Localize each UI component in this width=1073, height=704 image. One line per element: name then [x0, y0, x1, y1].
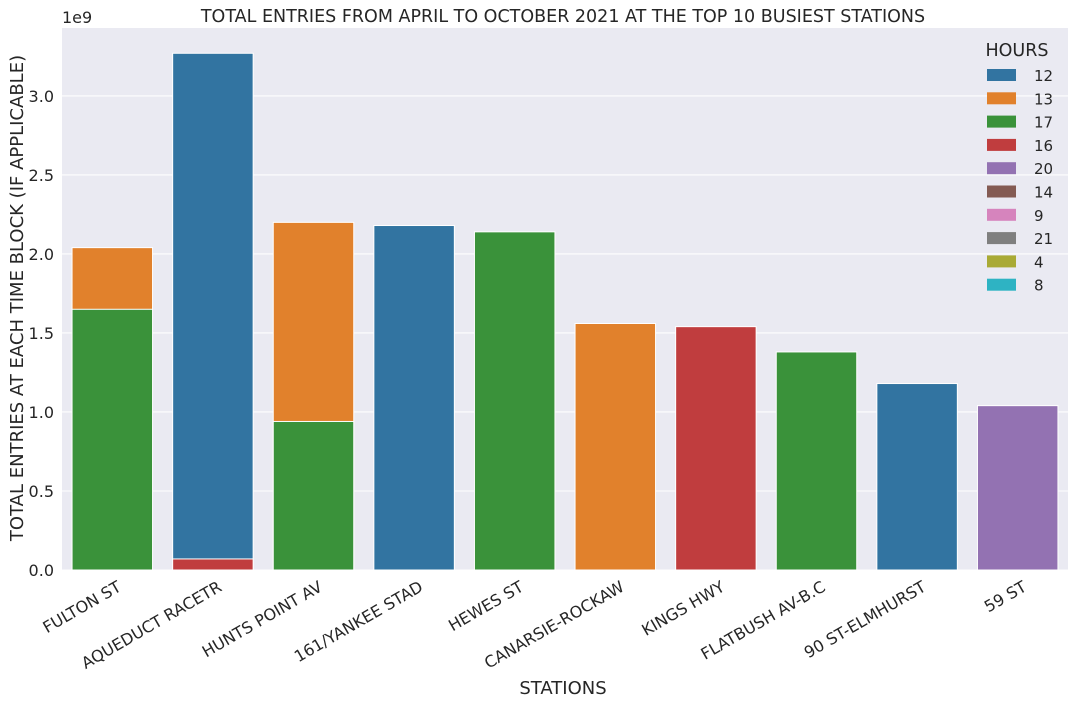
legend-swatch-16 [987, 138, 1016, 151]
bars [71, 52, 1059, 571]
x-tick-label: 59 ST [981, 577, 1030, 616]
bar-161-yankee-stad-hour-12 [373, 225, 455, 571]
bar-flatbush-av-b-c-hour-17 [775, 351, 858, 571]
legend-label: 17 [1034, 114, 1053, 132]
x-axis-title: STATIONS [519, 678, 606, 699]
y-axis-ticks: 0.0 0.5 1.0 1.5 2.0 2.5 3.0 [29, 87, 54, 580]
bar-fulton-st-hour-17 [71, 308, 154, 571]
legend-label: 9 [1034, 207, 1044, 225]
legend-swatch-8 [987, 278, 1016, 291]
bar-aqueduct-racetr-hour-12 [172, 52, 254, 571]
bar-59-st-hour-20 [976, 405, 1059, 571]
legend-label: 13 [1034, 90, 1053, 108]
legend-label: 12 [1034, 67, 1053, 85]
legend-label: 20 [1034, 160, 1053, 178]
bar-hunts-point-av-hour-17 [272, 420, 355, 571]
legend-swatch-17 [987, 115, 1016, 128]
legend-swatch-20 [987, 162, 1016, 175]
legend-swatch-9 [987, 208, 1016, 221]
y-tick-label: 3.0 [29, 87, 54, 106]
legend-swatch-4 [987, 255, 1016, 268]
legend-label: 4 [1034, 253, 1044, 271]
legend: HOURS 12 13 17 16 20 14 9 21 4 8 [985, 41, 1053, 295]
bar-90-st-elmhurst-hour-12 [876, 383, 958, 571]
bar-hewes-st-hour-17 [473, 231, 556, 571]
y-tick-label: 2.0 [29, 245, 54, 264]
legend-swatch-13 [987, 92, 1016, 105]
bar-aqueduct-racetr-hour-16 [172, 558, 254, 571]
legend-label: 16 [1034, 137, 1053, 155]
y-offset-text: 1e9 [62, 8, 92, 27]
y-tick-label: 1.5 [29, 324, 54, 343]
legend-swatch-21 [987, 232, 1016, 245]
legend-swatch-14 [987, 185, 1016, 198]
y-tick-label: 1.0 [29, 403, 54, 422]
legend-title: HOURS [985, 41, 1048, 61]
bar-kings-hwy-hour-16 [675, 326, 757, 571]
x-tick-label: HEWES ST [445, 577, 527, 635]
bar-canarsie-rockaw-hour-13 [574, 322, 657, 571]
legend-label: 14 [1034, 184, 1053, 202]
legend-swatch-12 [987, 69, 1016, 81]
legend-label: 21 [1034, 230, 1053, 248]
legend-label: 8 [1034, 277, 1044, 295]
y-tick-label: 0.5 [29, 482, 54, 501]
chart-title: TOTAL ENTRIES FROM APRIL TO OCTOBER 2021… [200, 7, 925, 27]
y-tick-label: 2.5 [29, 166, 54, 185]
x-tick-label: FULTON ST [39, 577, 124, 637]
y-tick-label: 0.0 [29, 561, 54, 580]
y-axis-title: TOTAL ENTRIES AT EACH TIME BLOCK (IF APP… [7, 55, 28, 542]
x-tick-label: KINGS HWY [638, 577, 728, 640]
